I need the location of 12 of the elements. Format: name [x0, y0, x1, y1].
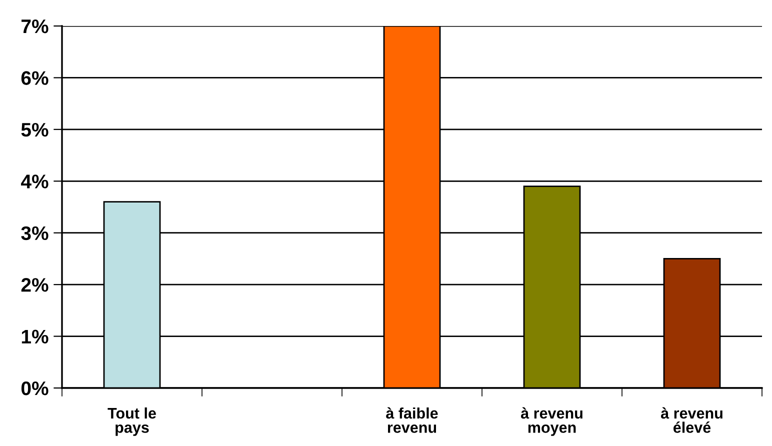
x-tick-label: à revenu élevé: [660, 407, 722, 433]
y-tick-label: 2%: [21, 278, 48, 292]
y-tick-label: 7%: [22, 20, 48, 34]
y-tick-label: 6%: [21, 71, 48, 85]
y-tick-label: 1%: [22, 330, 48, 344]
y-tick-label: 0%: [21, 381, 48, 396]
y-tick-label: 4%: [20, 174, 48, 188]
y-tick-label: 5%: [21, 122, 48, 137]
y-tick-label: 3%: [21, 226, 48, 240]
x-tick-label: Tout le pays: [108, 407, 156, 436]
x-tick-label: à faible revenu: [386, 407, 438, 433]
x-tick-label: à revenu moyen: [520, 407, 582, 436]
